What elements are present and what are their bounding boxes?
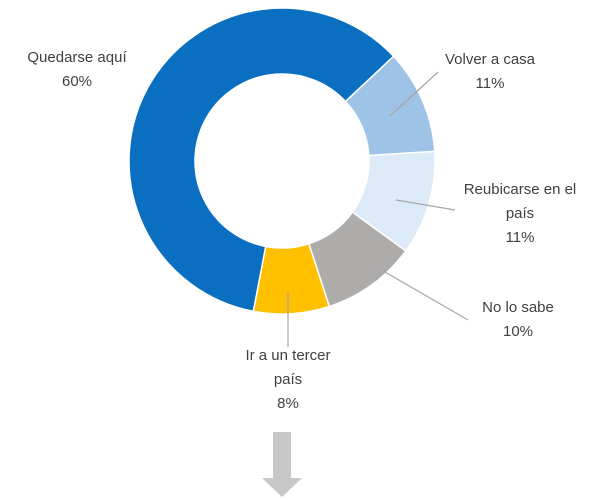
value-label: 11% bbox=[475, 75, 505, 92]
slice-label: Quedarse aquí 60% bbox=[7, 46, 147, 94]
category-label: No lo sabe bbox=[482, 299, 554, 316]
slice-label: Volver a casa 11% bbox=[420, 48, 560, 96]
category-label: Ir a un tercer país bbox=[245, 347, 331, 388]
leader-line bbox=[395, 199, 456, 211]
leader-line bbox=[389, 71, 439, 117]
value-label: 8% bbox=[277, 395, 299, 412]
leader-line bbox=[377, 267, 469, 321]
value-label: 11% bbox=[505, 229, 535, 246]
leader-lines bbox=[287, 71, 469, 347]
category-label: Quedarse aquí bbox=[27, 49, 127, 66]
slice-label: No lo sabe 10% bbox=[448, 296, 588, 344]
slice-label: Reubicarse en el país 11% bbox=[458, 178, 583, 250]
category-label: Volver a casa bbox=[444, 51, 536, 68]
value-label: 10% bbox=[502, 323, 534, 340]
down-arrow bbox=[262, 432, 302, 497]
donut-slice bbox=[128, 7, 395, 313]
category-label: Reubicarse en el país bbox=[463, 181, 577, 222]
slice-label: Ir a un tercer país 8% bbox=[236, 344, 341, 416]
value-label: 60% bbox=[61, 73, 93, 90]
